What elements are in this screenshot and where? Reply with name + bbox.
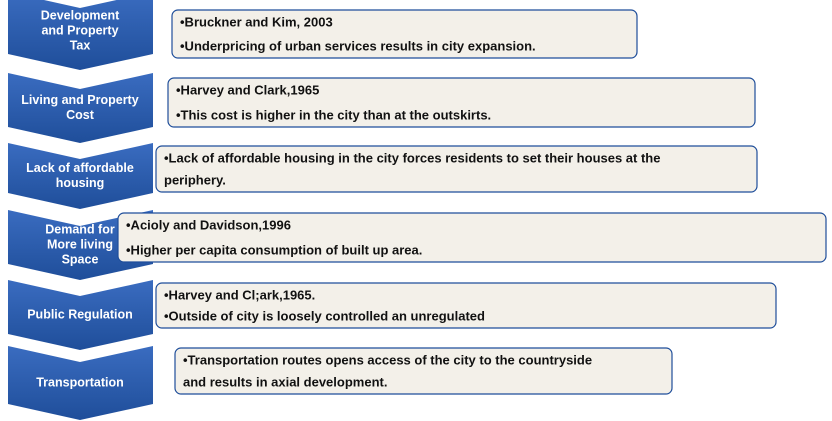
chevron-label: and Property	[41, 23, 118, 37]
chevron-label: Tax	[70, 38, 91, 52]
text-box	[155, 145, 758, 193]
chevron	[8, 143, 153, 209]
chevron-label: More living	[47, 237, 113, 251]
text-box	[174, 347, 673, 395]
bullet-text: •Underpricing of urban services results …	[180, 38, 536, 53]
chevron-label: Cost	[66, 108, 95, 122]
bullet-text: periphery.	[164, 172, 226, 187]
chevron-label: Living and Property	[21, 93, 138, 107]
text-box	[155, 282, 777, 329]
bullet-text: •Harvey and Clark,1965	[176, 82, 319, 97]
chevron-label: Transportation	[36, 375, 124, 389]
bullet-text: •Higher per capita consumption of built …	[126, 242, 422, 257]
chevron-label: Lack of affordable	[26, 161, 134, 175]
chevron-label: Development	[41, 8, 120, 22]
chevron-label: housing	[56, 176, 105, 190]
bullet-text: •Bruckner and Kim, 2003	[180, 14, 333, 29]
bullet-text: •Transportation routes opens access of t…	[183, 352, 592, 367]
chevron	[8, 346, 153, 420]
bullet-text: •Harvey and Cl;ark,1965.	[164, 287, 315, 302]
chevron-label: Space	[62, 252, 99, 266]
bullet-text: •Acioly and Davidson,1996	[126, 217, 291, 232]
text-box	[171, 9, 638, 59]
bullet-text: •This cost is higher in the city than at…	[176, 107, 491, 122]
bullet-text: •Outside of city is loosely controlled a…	[164, 308, 485, 323]
chevron	[8, 210, 153, 280]
chevron	[8, 280, 153, 350]
chevron-label: Demand for	[45, 222, 115, 236]
chevron-label: Public Regulation	[27, 307, 133, 321]
chevron	[8, 73, 153, 143]
bullet-text: •Lack of affordable housing in the city …	[164, 150, 660, 165]
chevron	[8, 0, 153, 70]
text-box	[117, 212, 827, 263]
text-box	[167, 77, 756, 128]
bullet-text: and results in axial development.	[183, 374, 387, 389]
